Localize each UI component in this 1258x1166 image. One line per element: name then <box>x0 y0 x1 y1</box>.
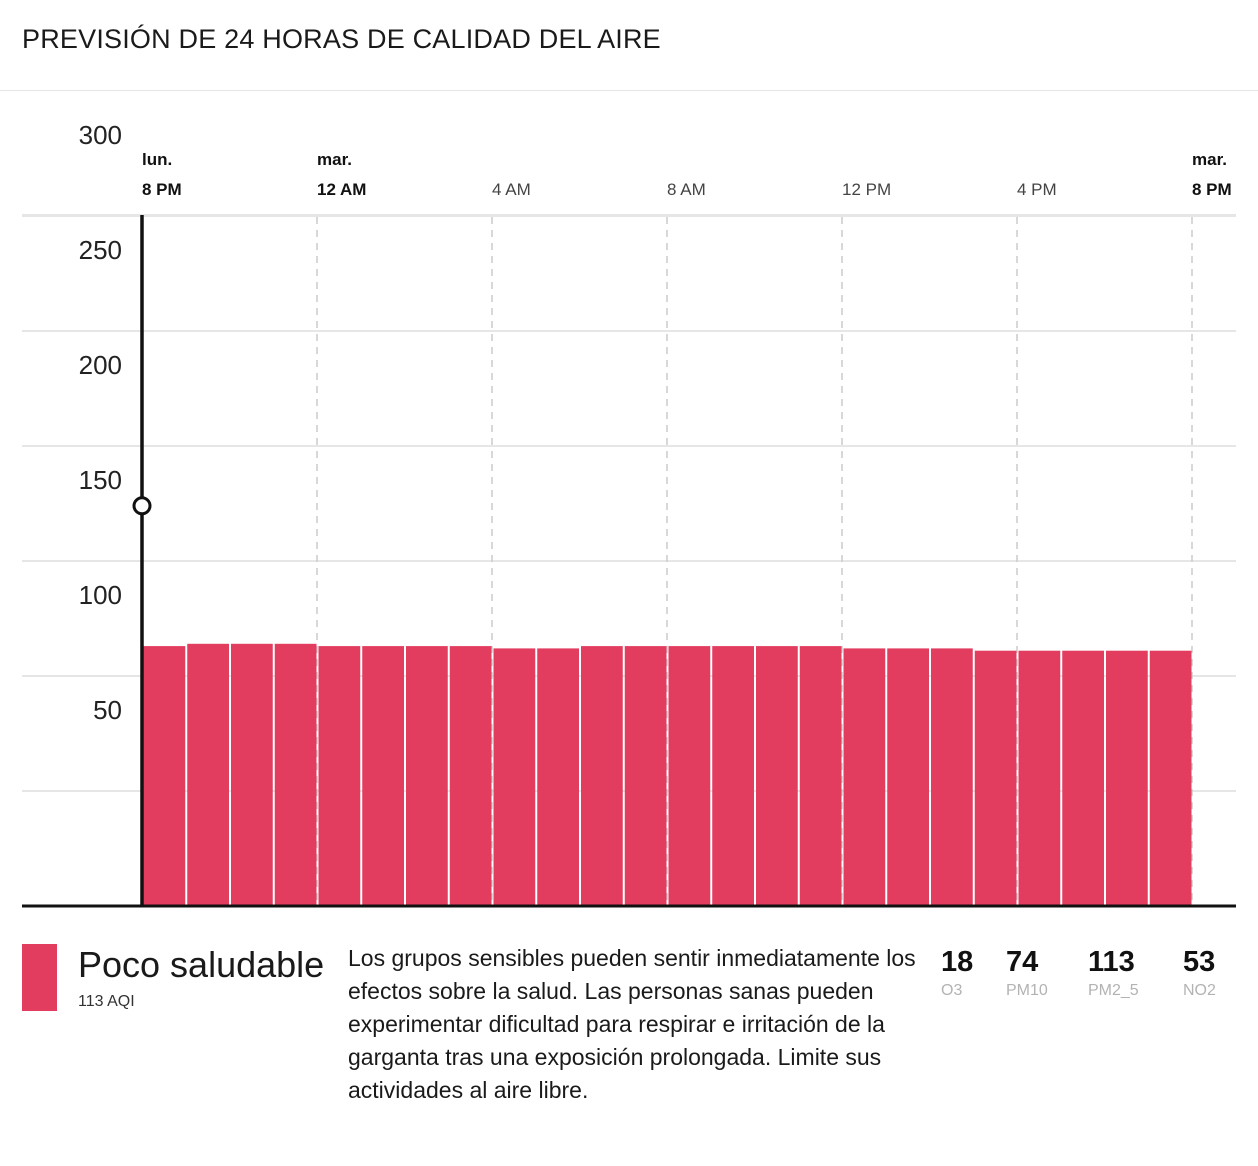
aqi-bar <box>449 646 492 906</box>
pollutant-pm2_5: 113 PM2_5 <box>1088 944 1139 1002</box>
aqi-bar <box>1149 650 1192 906</box>
aqi-bar <box>756 646 798 906</box>
pollutant-value: 113 <box>1088 946 1135 978</box>
x-tick-time-label: 12 AM <box>317 180 366 199</box>
x-tick-time-label: 4 PM <box>1017 180 1057 199</box>
aqi-bar <box>887 648 929 906</box>
aqi-bar <box>143 646 186 906</box>
aqi-bar <box>231 643 273 906</box>
aqi-bar <box>537 648 579 906</box>
x-tick-time-label: 12 PM <box>842 180 891 199</box>
pollutant-name: PM10 <box>1006 982 1048 999</box>
y-tick-label: 50 <box>93 695 122 725</box>
pollutant-name: PM2_5 <box>1088 982 1139 999</box>
title-divider <box>0 90 1258 91</box>
aqi-bar <box>843 648 886 906</box>
level-description: Los grupos sensibles pueden sentir inmed… <box>348 945 916 1103</box>
aqi-bar <box>624 646 667 906</box>
x-tick-day-label: lun. <box>142 150 172 169</box>
aqi-bar <box>581 646 623 906</box>
y-tick-label: 300 <box>79 120 122 150</box>
current-marker <box>132 496 152 516</box>
y-tick-label: 250 <box>79 235 122 265</box>
level-name: Poco saludable <box>78 944 325 985</box>
page-title: PREVISIÓN DE 24 HORAS DE CALIDAD DEL AIR… <box>22 24 661 54</box>
y-tick-label: 100 <box>79 580 122 610</box>
x-tick-day-label: mar. <box>317 150 352 169</box>
aqi-bar <box>668 646 711 906</box>
aqi-bar <box>799 646 842 906</box>
aqi-bar <box>187 643 229 906</box>
aqi-bar <box>362 646 404 906</box>
aqi-bar <box>493 648 536 906</box>
pollutant-name: O3 <box>941 982 963 999</box>
aqi-bar <box>931 648 973 906</box>
aqi-bar <box>1018 650 1061 906</box>
pollutant-pm10: 74 PM10 <box>1006 944 1048 1002</box>
aqi-forecast-chart: 50 100 150 200 250 300 lun. 8 PM mar. 12 AM 4 AM 8 … <box>22 120 1236 908</box>
x-tick-day-label: mar. <box>1192 150 1227 169</box>
y-tick-label: 200 <box>79 350 122 380</box>
x-tick-time-label: 8 AM <box>667 180 706 199</box>
x-tick-time-label: 8 PM <box>142 180 182 199</box>
pollutant-o3: 18 O3 <box>941 944 973 1002</box>
aqi-bar <box>974 650 1017 906</box>
aqi-bar <box>274 643 317 906</box>
aqi-bar <box>1062 650 1104 906</box>
y-tick-label: 150 <box>79 465 122 495</box>
pollutant-value: 74 <box>1006 946 1039 978</box>
aqi-bar <box>712 646 754 906</box>
pollutant-name: NO2 <box>1183 982 1216 999</box>
x-tick-time-label: 4 AM <box>492 180 531 199</box>
level-aqi: 113 AQI <box>78 993 135 1010</box>
pollutant-value: 53 <box>1183 946 1216 978</box>
air-quality-summary: Poco saludable 113 AQI Los grupos sensib… <box>0 930 1258 1166</box>
aqi-bar <box>406 646 448 906</box>
aqi-bar <box>318 646 361 906</box>
level-color-swatch <box>22 944 57 1011</box>
x-tick-time-label: 8 PM <box>1192 180 1232 199</box>
pollutant-no2: 53 NO2 <box>1183 944 1216 1002</box>
aqi-bar <box>1106 650 1148 906</box>
pollutant-value: 18 <box>941 946 974 978</box>
